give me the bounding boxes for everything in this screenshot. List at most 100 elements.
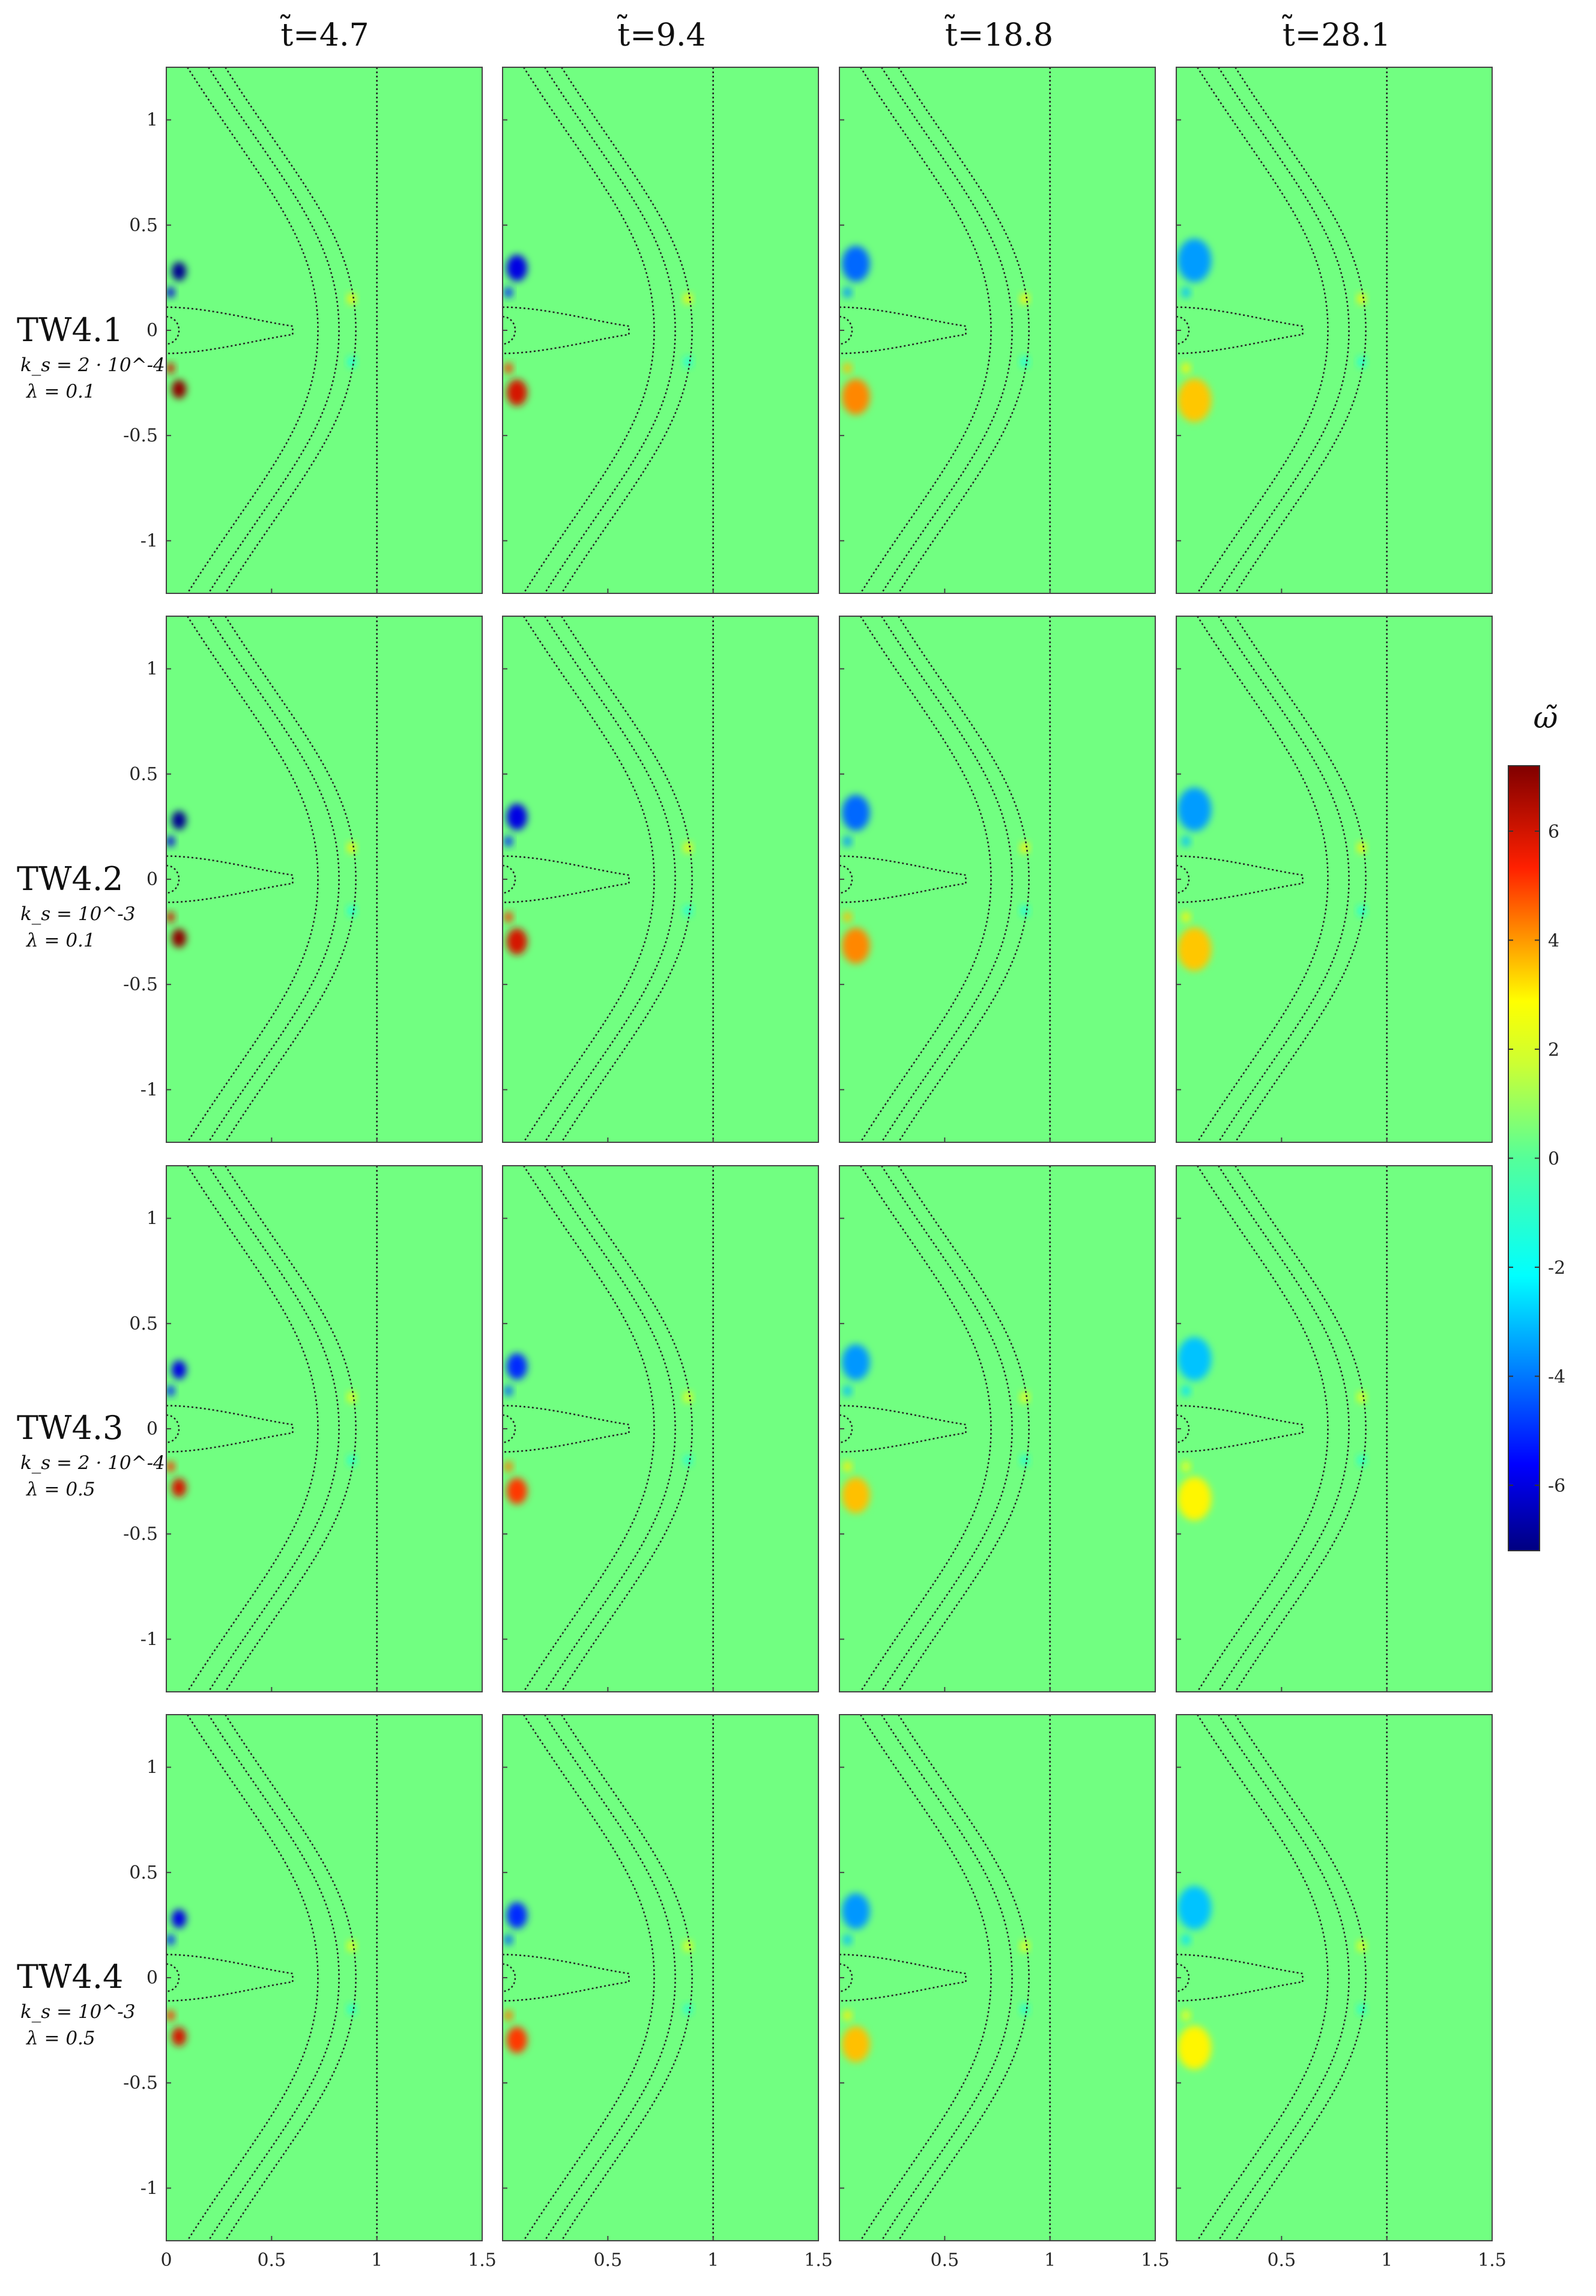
vortex-feature xyxy=(1182,2010,1191,2021)
depth-contour xyxy=(544,616,676,1142)
colorbar: ω̃ -6 -4 -2 0 2 4 6 xyxy=(1508,700,1565,1551)
vortex-feature xyxy=(842,1344,870,1381)
depth-contour xyxy=(860,67,992,593)
vortex-feature xyxy=(842,2026,870,2062)
heatmap-panel: 1 0.5 0 -0.5 -1 0 0.5 1 1.5 xyxy=(123,1714,497,2271)
column-title: t̃=9.4 xyxy=(617,14,706,53)
heatmap-panel xyxy=(1176,1165,1493,1692)
island-outline xyxy=(503,1954,630,2002)
x-tick-label: 0.5 xyxy=(593,2250,622,2271)
depth-contour xyxy=(1197,1166,1329,1692)
vortex-feature xyxy=(683,2004,692,2015)
vortex-feature xyxy=(1357,905,1366,916)
depth-contour xyxy=(881,1715,1013,2241)
x-tick-label: 1.5 xyxy=(1141,2250,1170,2271)
vortex-feature xyxy=(171,928,187,948)
colorbar-tick-label: -2 xyxy=(1548,1258,1565,1279)
island-inner-outline xyxy=(166,315,180,345)
vortex-feature xyxy=(842,1893,870,1930)
vortex-feature xyxy=(506,1902,528,1929)
island-outline xyxy=(1176,855,1304,903)
panel-background xyxy=(1176,1166,1492,1692)
heatmap-panel xyxy=(502,616,819,1143)
y-tick-label: 0 xyxy=(147,1967,158,1989)
vortex-feature xyxy=(1182,363,1191,374)
panel-background xyxy=(503,616,818,1142)
vortex-feature xyxy=(506,379,528,406)
heatmap-panel: 0.5 1 1.5 xyxy=(839,1714,1170,2271)
vortex-feature xyxy=(1177,1477,1212,1521)
depth-contour xyxy=(561,67,693,593)
depth-contour xyxy=(1197,67,1329,593)
y-tick-label: 0 xyxy=(147,320,158,341)
heatmap-panel xyxy=(839,616,1156,1143)
y-tick-label: 1 xyxy=(147,1208,158,1229)
x-tick-label: 0.5 xyxy=(1267,2250,1296,2271)
vortex-feature xyxy=(506,928,528,955)
vortex-feature xyxy=(843,1386,852,1396)
depth-contour xyxy=(225,1166,357,1692)
island-outline xyxy=(839,1405,967,1453)
island-inner-outline xyxy=(1176,1414,1190,1444)
panel-background xyxy=(839,616,1155,1142)
x-tick-label: 0 xyxy=(160,2250,172,2271)
island-outline xyxy=(503,1405,630,1453)
vortex-feature xyxy=(1177,238,1212,282)
vortex-feature xyxy=(842,795,870,831)
vortex-feature xyxy=(683,905,692,916)
island-outline xyxy=(166,855,294,903)
panel-background xyxy=(1176,616,1492,1142)
vortex-feature xyxy=(171,811,187,830)
depth-contour xyxy=(1235,1166,1367,1692)
depth-contour xyxy=(523,1715,655,2241)
depth-contour xyxy=(187,1715,319,2241)
colorbar-tick-label: -4 xyxy=(1548,1367,1565,1388)
depth-contour xyxy=(881,616,1013,1142)
vortex-feature xyxy=(843,1461,852,1472)
row-label-id: TW4.4 xyxy=(17,1958,123,1996)
row-label-id: TW4.1 xyxy=(17,311,123,349)
depth-contour xyxy=(1235,67,1367,593)
depth-contour xyxy=(523,1166,655,1692)
panel-background xyxy=(839,1715,1155,2241)
x-tick-label: 1 xyxy=(371,2250,382,2271)
depth-contour xyxy=(860,1166,992,1692)
vortex-feature xyxy=(1177,927,1212,971)
colorbar-gradient xyxy=(1508,765,1540,1551)
vortex-feature xyxy=(1182,1386,1191,1396)
vortex-feature xyxy=(506,1477,528,1504)
vortex-feature xyxy=(347,905,356,916)
vortex-feature xyxy=(171,1478,187,1497)
y-tick-label: 1 xyxy=(147,659,158,680)
colorbar-tick-label: 0 xyxy=(1548,1149,1559,1170)
vortex-feature xyxy=(842,246,870,282)
depth-contour xyxy=(523,616,655,1142)
y-tick-label: -1 xyxy=(141,530,158,551)
vortex-feature xyxy=(842,1477,870,1513)
island-outline xyxy=(1176,1954,1304,2002)
x-tick-label: 1 xyxy=(1044,2250,1056,2271)
vortex-feature xyxy=(504,1934,513,1945)
y-tick-label: 0 xyxy=(147,869,158,890)
row-label-lambda: λ = 0.1 xyxy=(25,930,95,951)
x-tick-label: 1 xyxy=(1381,2250,1392,2271)
y-tick-label: 0.5 xyxy=(129,764,158,785)
depth-contour xyxy=(881,67,1013,593)
vortex-feature xyxy=(842,927,870,964)
colorbar-tick-label: 6 xyxy=(1548,822,1559,843)
panel-background xyxy=(503,1166,818,1692)
island-inner-outline xyxy=(166,864,180,894)
column-title: t̃=18.8 xyxy=(945,14,1053,53)
vortex-feature xyxy=(1020,356,1029,368)
island-outline xyxy=(839,306,967,354)
y-tick-label: 0.5 xyxy=(129,1862,158,1883)
row-labels: TW4.1 k_s = 2 · 10^-4 λ = 0.1 TW4.2 k_s … xyxy=(17,311,165,2049)
island-inner-outline xyxy=(503,864,516,894)
panel-grid: 1 0.5 0 -0.5 -1 1 0.5 0 -0.5 -1 1 0.5 0 -0.5 -1 1 0.5 0 -0… xyxy=(123,67,1507,2271)
x-tick-label: 0.5 xyxy=(257,2250,286,2271)
depth-contour xyxy=(1218,1166,1350,1692)
depth-contour xyxy=(225,67,357,593)
vortex-feature xyxy=(843,912,852,922)
depth-contour xyxy=(187,67,319,593)
y-tick-label: 1 xyxy=(147,110,158,131)
